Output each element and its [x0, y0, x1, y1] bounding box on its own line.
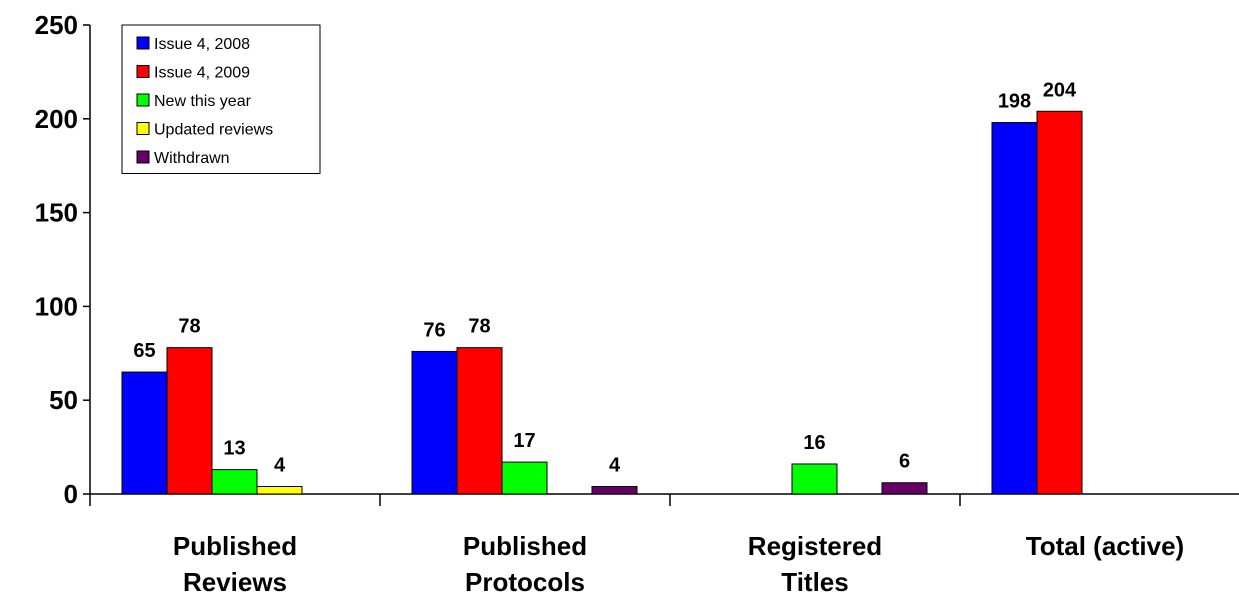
bar-value-label: 6 [899, 451, 910, 473]
legend-swatch [136, 36, 150, 50]
bar [121, 371, 168, 495]
bar [591, 485, 638, 495]
bar [256, 485, 303, 495]
y-tick-label: 250 [35, 10, 78, 40]
bar-value-label: 198 [998, 91, 1031, 113]
x-category-label: Published Reviews [173, 531, 297, 596]
bar-value-label: 65 [133, 340, 155, 362]
bar [991, 122, 1038, 495]
bar-value-label: 78 [468, 316, 490, 338]
legend-swatch [136, 93, 150, 107]
bar-value-label: 204 [1043, 79, 1077, 101]
legend-label: Updated reviews [154, 122, 273, 139]
x-category-label: Total (active) [1026, 531, 1184, 561]
bar-value-label: 13 [223, 438, 245, 460]
legend-label: Issue 4, 2008 [154, 36, 250, 53]
y-tick-label: 50 [49, 385, 78, 415]
bar [456, 347, 503, 495]
bar-value-label: 78 [178, 316, 200, 338]
data-labels: 65 76 198 78 78 204 13 17 16 4 4 6 [133, 79, 1077, 476]
bar-value-label: 4 [274, 454, 286, 476]
legend-swatch [136, 122, 150, 135]
y-tick-label: 0 [64, 479, 78, 509]
y-tick-label: 100 [35, 291, 78, 321]
bar [881, 482, 928, 495]
legend: Issue 4, 2008 Issue 4, 2009 New this year U… [121, 24, 321, 174]
bar-value-label: 76 [423, 319, 445, 341]
x-category-label: Published Protocols [463, 531, 587, 596]
bar [411, 350, 458, 495]
legend-label: Issue 4, 2009 [154, 65, 250, 82]
bar [211, 469, 258, 495]
bar-value-label: 16 [803, 432, 825, 454]
bar [166, 347, 213, 495]
y-tick-label: 200 [35, 104, 78, 134]
legend-label: New this year [154, 93, 252, 110]
axes: 0 50 100 150 200 250 Published Reviews Published… [35, 10, 1239, 596]
y-tick-label: 150 [35, 198, 78, 228]
legend-label: Withdrawn [154, 150, 230, 167]
bar-value-label: 4 [609, 454, 621, 476]
legend-swatch [136, 150, 150, 164]
legend-swatch [136, 65, 150, 78]
legend-box [121, 24, 321, 174]
x-category-label: Registered Titles [748, 531, 882, 596]
bar [1036, 110, 1083, 495]
bar-value-label: 17 [513, 430, 535, 452]
bar [791, 463, 838, 495]
bar [501, 461, 548, 495]
bars [121, 110, 1083, 495]
